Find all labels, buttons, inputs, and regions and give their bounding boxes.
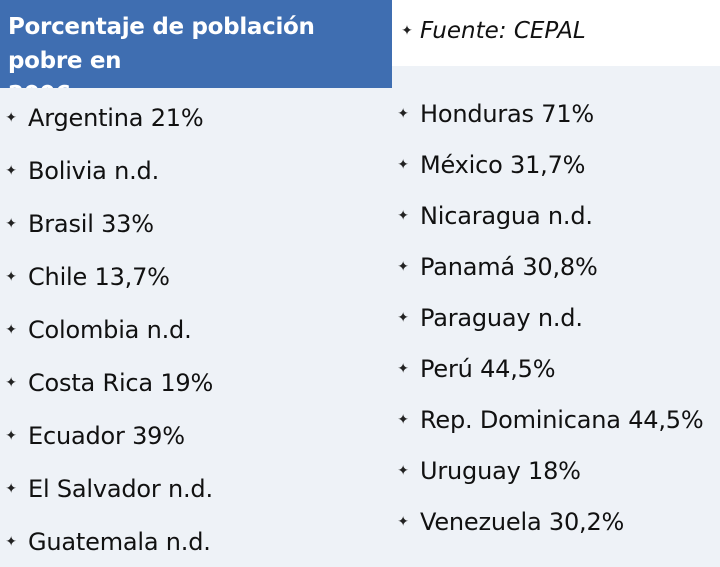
bullet-icon: ✦ (397, 360, 409, 377)
source-note: ✦ Fuente: CEPAL (398, 18, 586, 44)
list-item-text: Chile 13,7% (28, 262, 170, 291)
list-item: ✦ México 31,7% (392, 139, 720, 190)
bullet-icon: ✦ (397, 411, 409, 428)
list-item-text: Perú 44,5% (420, 354, 556, 383)
bullet-icon: ✦ (397, 207, 409, 224)
list-item-text: Bolivia n.d. (28, 156, 159, 185)
list-item: ✦ Chile 13,7% (0, 251, 392, 302)
country-list-left: ✦ Argentina 21% ✦ Bolivia n.d. ✦ Brasil 33%… (0, 88, 392, 556)
title-panel: Porcentaje de población pobre en 2006 (0, 0, 392, 108)
list-item: ✦ Venezuela 30,2% (392, 496, 720, 547)
country-list-right: ✦ Honduras 71% ✦ México 31,7% ✦ Nicaragua n… (392, 88, 720, 540)
list-item-text: Ecuador 39% (28, 421, 185, 450)
source-panel: ✦ Fuente: CEPAL (392, 0, 720, 88)
list-item: ✦ Uruguay 18% (392, 445, 720, 496)
list-item-text: México 31,7% (420, 150, 586, 179)
bullet-icon: ✦ (5, 321, 17, 338)
list-item: ✦ Costa Rica 19% (0, 357, 392, 408)
list-item-text: Argentina 21% (28, 103, 204, 132)
bullet-icon: ✦ (5, 374, 17, 391)
bullet-icon: ✦ (5, 427, 17, 444)
bullet-icon: ✦ (397, 309, 409, 326)
bullet-icon: ✦ (397, 105, 409, 122)
list-item-text: Paraguay n.d. (420, 303, 583, 332)
list-item-text: Guatemala n.d. (28, 527, 211, 556)
bullet-icon: ✦ (397, 258, 409, 275)
list-item-text: Costa Rica 19% (28, 368, 214, 397)
list-item-text: Rep. Dominicana 44,5% (420, 405, 704, 434)
list-item-text: Uruguay 18% (420, 456, 581, 485)
list-item: ✦ Brasil 33% (0, 198, 392, 249)
source-band (392, 0, 720, 66)
title-line-1: Porcentaje de población pobre en (8, 14, 315, 74)
list-item: ✦ Ecuador 39% (0, 410, 392, 461)
list-item: ✦ El Salvador n.d. (0, 463, 392, 514)
list-item: ✦ Rep. Dominicana 44,5% (392, 394, 720, 445)
bullet-icon: ✦ (397, 513, 409, 530)
list-item: ✦ Guatemala n.d. (0, 516, 392, 567)
list-item-text: Panamá 30,8% (420, 252, 598, 281)
list-item: ✦ Argentina 21% (0, 92, 392, 143)
list-item-text: Nicaragua n.d. (420, 201, 593, 230)
list-item-text: El Salvador n.d. (28, 474, 213, 503)
bullet-icon: ✦ (5, 215, 17, 232)
list-item: ✦ Bolivia n.d. (0, 145, 392, 196)
list-item: ✦ Panamá 30,8% (392, 241, 720, 292)
list-item-text: Venezuela 30,2% (420, 507, 625, 536)
bullet-icon: ✦ (5, 268, 17, 285)
list-item: ✦ Paraguay n.d. (392, 292, 720, 343)
list-item: ✦ Perú 44,5% (392, 343, 720, 394)
list-item-text: Honduras 71% (420, 99, 595, 128)
bullet-icon: ✦ (5, 162, 17, 179)
bullet-icon: ✦ (397, 462, 409, 479)
list-item-text: Brasil 33% (28, 209, 154, 238)
list-item: ✦ Nicaragua n.d. (392, 190, 720, 241)
list-item: ✦ Colombia n.d. (0, 304, 392, 355)
list-item: ✦ Honduras 71% (392, 88, 720, 139)
bullet-icon: ✦ (5, 109, 17, 126)
bullet-icon: ✦ (397, 156, 409, 173)
bullet-icon: ✦ (5, 480, 17, 497)
bullet-icon: ✦ (401, 23, 413, 39)
source-text: Fuente: CEPAL (420, 18, 586, 44)
list-item-text: Colombia n.d. (28, 315, 192, 344)
bullet-icon: ✦ (5, 533, 17, 550)
